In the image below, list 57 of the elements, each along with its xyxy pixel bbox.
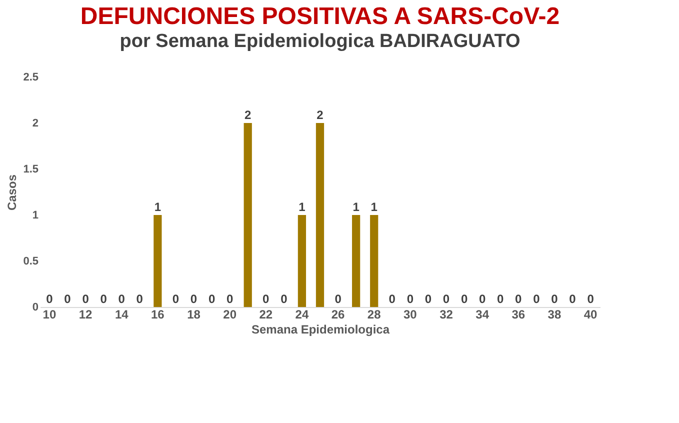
x-tick-label: 40 — [584, 308, 598, 322]
chart-title: DEFUNCIONES POSITIVAS A SARS-CoV-2 — [80, 3, 560, 30]
x-tick-label: 12 — [78, 308, 93, 322]
x-tick-label: 14 — [114, 308, 129, 322]
data-label: 0 — [533, 292, 540, 306]
x-tick-label: 10 — [42, 308, 56, 322]
x-tick-label: 20 — [223, 308, 237, 322]
x-axis-title: Semana Epidemiologica — [251, 322, 390, 336]
data-label: 1 — [370, 200, 378, 214]
data-label: 0 — [478, 292, 486, 306]
x-tick-label: 22 — [259, 308, 273, 322]
data-label: 2 — [244, 108, 252, 122]
data-label: 0 — [100, 292, 108, 306]
x-tick-label: 24 — [295, 308, 309, 322]
data-label: 0 — [208, 292, 216, 306]
y-tick-label: 2 — [32, 118, 38, 130]
data-label: 0 — [190, 292, 198, 306]
chart-subtitle: por Semana Epidemiologica BADIRAGUATO — [120, 31, 520, 52]
data-label: 0 — [136, 292, 144, 306]
x-tick-label: 36 — [512, 308, 526, 322]
x-tick-label: 26 — [331, 308, 346, 322]
x-tick-label: 28 — [367, 308, 382, 322]
y-tick-label: 0 — [32, 302, 38, 314]
data-label: 0 — [551, 292, 558, 306]
x-tick-label: 30 — [403, 308, 418, 322]
data-label: 0 — [515, 292, 522, 306]
data-label: 0 — [64, 292, 72, 306]
x-tick-label: 34 — [476, 308, 490, 322]
x-tick-label: 16 — [151, 308, 165, 322]
y-tick-label: 1.5 — [23, 164, 38, 176]
x-tick-label: 32 — [440, 308, 454, 322]
y-tick-label: 0.5 — [23, 256, 38, 268]
data-label: 0 — [334, 292, 342, 306]
data-label: 0 — [442, 292, 450, 306]
data-label: 0 — [388, 292, 396, 306]
x-tick-label: 18 — [187, 308, 201, 322]
data-label: 0 — [46, 292, 54, 306]
data-label: 2 — [316, 108, 324, 122]
x-tick-label: 38 — [548, 308, 562, 322]
y-axis-title: Casos — [5, 174, 20, 211]
data-label: 0 — [406, 292, 414, 306]
data-label: 0 — [82, 292, 90, 306]
y-tick-label: 2.5 — [23, 72, 38, 84]
data-label: 0 — [280, 292, 288, 306]
data-label: 0 — [587, 292, 594, 306]
data-label: 0 — [569, 292, 576, 306]
data-label: 0 — [172, 292, 180, 306]
data-label: 0 — [424, 292, 432, 306]
data-label: 1 — [298, 200, 306, 214]
data-label: 0 — [497, 292, 504, 306]
y-tick-label: 1 — [32, 210, 38, 222]
data-label: 0 — [262, 292, 270, 306]
data-label: 1 — [154, 200, 162, 214]
data-label: 0 — [118, 292, 126, 306]
data-label: 0 — [226, 292, 234, 306]
data-label: 1 — [352, 200, 360, 214]
data-label: 0 — [460, 292, 468, 306]
